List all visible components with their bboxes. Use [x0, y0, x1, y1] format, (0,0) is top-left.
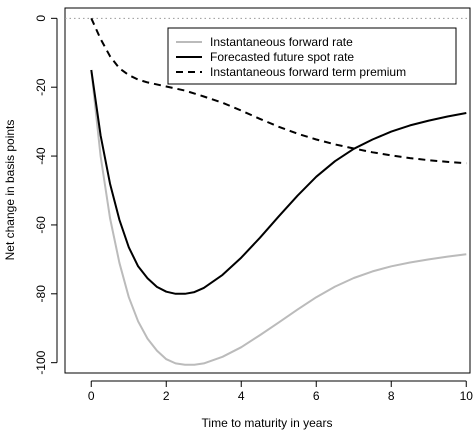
plot-frame	[64, 7, 471, 374]
x-tick-label: 4	[238, 389, 245, 403]
x-tick-label: 2	[163, 389, 170, 403]
series-line-1	[90, 69, 467, 366]
x-tick-label: 0	[88, 389, 95, 403]
y-tick-label: -80	[34, 285, 48, 303]
y-tick-label: 0	[34, 15, 48, 22]
x-tick-label: 10	[460, 389, 474, 403]
y-tick-label: -60	[34, 216, 48, 234]
x-tick-label: 8	[388, 389, 395, 403]
y-axis-label: Net change in basis points	[3, 120, 17, 261]
x-axis-label: Time to maturity in years	[202, 416, 333, 430]
legend-label-1: Instantaneous forward rate	[210, 35, 353, 49]
series-layer	[90, 17, 467, 366]
y-tick-label: -100	[34, 350, 48, 374]
x-axis: 0 2 4 6 8 10	[88, 380, 474, 403]
legend-label-2: Forecasted future spot rate	[210, 50, 354, 64]
series-line-3	[90, 17, 467, 165]
series-line-2	[90, 69, 467, 295]
legend-box	[167, 27, 457, 85]
x-tick-label: 6	[313, 389, 320, 403]
y-tick-label: -20	[34, 78, 48, 96]
y-tick-label: -40	[34, 147, 48, 165]
legend-label-3: Instantaneous forward term premium	[210, 65, 406, 79]
y-axis: 0 -20 -40 -60 -80 -100	[34, 15, 58, 375]
